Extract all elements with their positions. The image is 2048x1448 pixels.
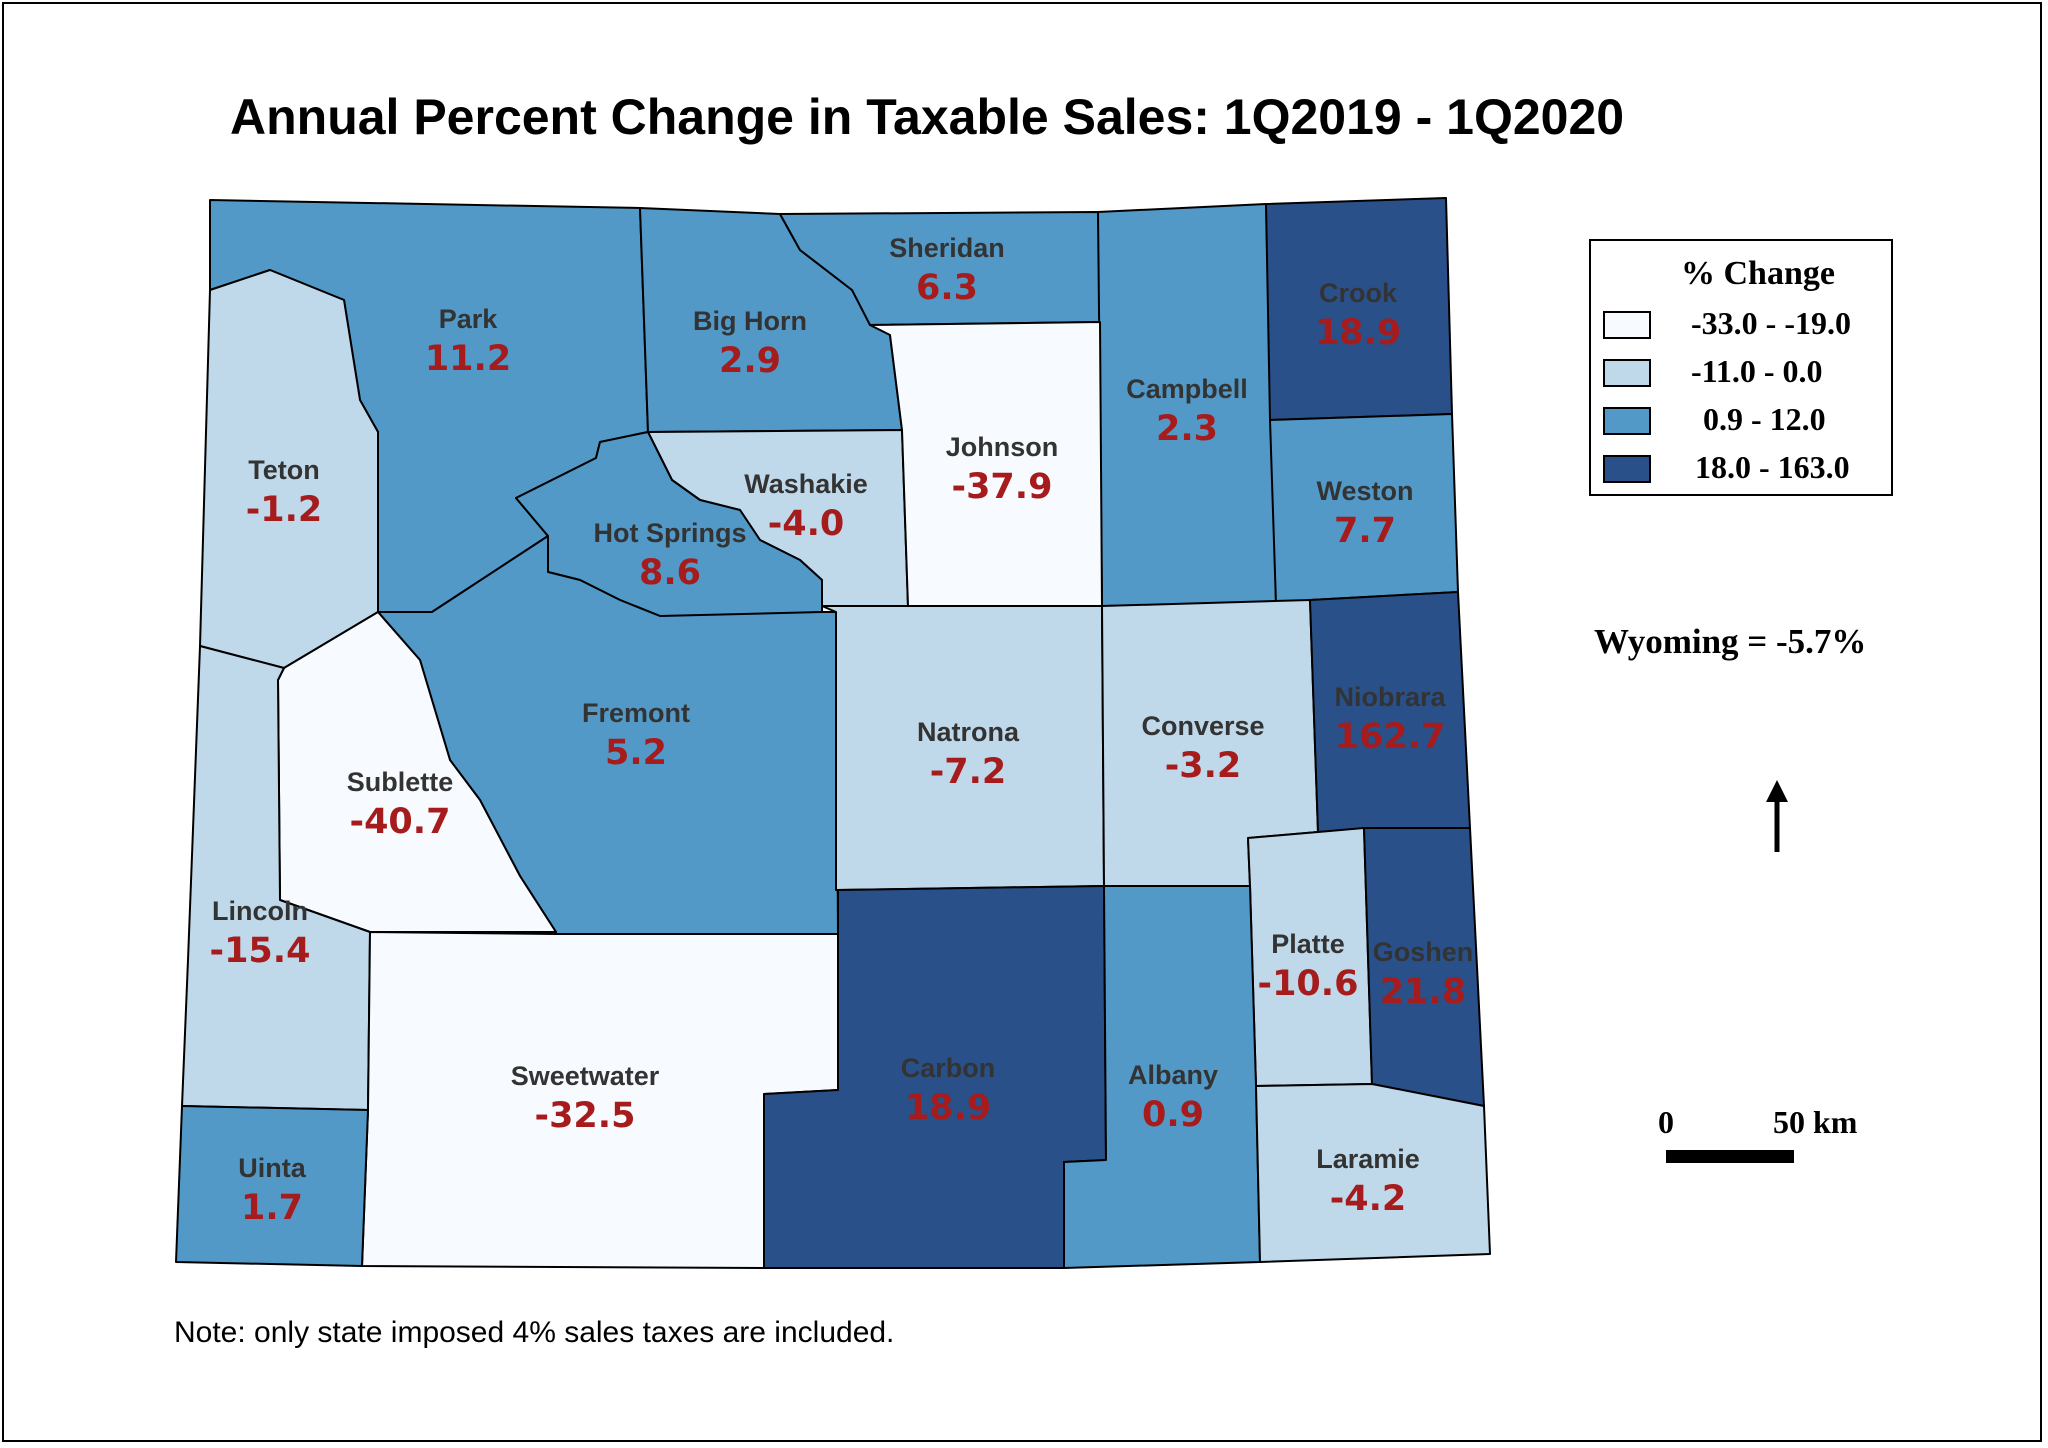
county-value-platte: -10.6 (1258, 964, 1359, 1004)
county-value-carbon: 18.9 (905, 1088, 991, 1128)
county-value-sweetwater: -32.5 (535, 1096, 636, 1136)
county-label-washakie: Washakie (744, 469, 868, 499)
map-title: Annual Percent Change in Taxable Sales: … (230, 89, 1625, 145)
county-label-goshen: Goshen (1373, 937, 1474, 967)
legend-swatch (1603, 407, 1651, 435)
scale-bar-start-label: 0 (1658, 1104, 1674, 1140)
county-value-laramie: -4.2 (1330, 1179, 1407, 1219)
county-value-uinta: 1.7 (241, 1188, 303, 1228)
footnote: Note: only state imposed 4% sales taxes … (174, 1316, 895, 1349)
county-value-natrona: -7.2 (930, 752, 1007, 792)
county-label-converse: Converse (1141, 711, 1264, 741)
county-value-hot-springs: 8.6 (639, 553, 701, 593)
county-label-campbell: Campbell (1126, 374, 1248, 404)
county-goshen[interactable] (1363, 827, 1485, 1107)
county-label-crook: Crook (1319, 278, 1398, 308)
county-label-big-horn: Big Horn (693, 306, 807, 336)
scale-bar (1666, 1150, 1794, 1163)
county-value-niobrara: 162.7 (1335, 717, 1446, 757)
state-total-label: Wyoming = -5.7% (1594, 622, 1867, 661)
legend-label: -11.0 - 0.0 (1691, 353, 1823, 389)
county-value-converse: -3.2 (1165, 746, 1242, 786)
county-value-crook: 18.9 (1315, 313, 1401, 353)
county-weston[interactable] (1269, 413, 1459, 605)
county-natrona[interactable] (821, 605, 1105, 891)
county-label-sweetwater: Sweetwater (511, 1061, 660, 1091)
county-label-sheridan: Sheridan (889, 233, 1005, 263)
scale-bar-end-label: 50 km (1773, 1104, 1858, 1140)
legend-label: -33.0 - -19.0 (1691, 305, 1851, 341)
legend-swatch (1603, 311, 1651, 339)
north-arrow-icon (1766, 780, 1788, 852)
county-label-laramie: Laramie (1316, 1144, 1420, 1174)
legend-swatch (1603, 359, 1651, 387)
county-crook[interactable] (1265, 197, 1453, 421)
county-label-hot-springs: Hot Springs (594, 518, 747, 548)
legend-title: % Change (1681, 255, 1835, 292)
county-value-sublette: -40.7 (350, 802, 451, 842)
county-value-sheridan: 6.3 (916, 268, 978, 308)
county-label-uinta: Uinta (238, 1153, 306, 1183)
county-value-big-horn: 2.9 (719, 341, 781, 381)
legend: % Change -33.0 - -19.0 -11.0 - 0.0 0.9 -… (1589, 239, 1893, 496)
county-value-albany: 0.9 (1142, 1095, 1204, 1135)
county-value-park: 11.2 (425, 339, 511, 379)
county-label-johnson: Johnson (946, 432, 1059, 462)
county-value-fremont: 5.2 (605, 733, 667, 773)
county-albany[interactable] (1063, 885, 1261, 1269)
legend-swatch (1603, 455, 1651, 483)
county-label-albany: Albany (1128, 1060, 1218, 1090)
county-label-niobrara: Niobrara (1334, 682, 1446, 712)
county-niobrara[interactable] (1309, 591, 1471, 833)
county-value-weston: 7.7 (1334, 511, 1396, 551)
county-label-platte: Platte (1271, 929, 1345, 959)
county-campbell[interactable] (1097, 203, 1277, 607)
county-label-carbon: Carbon (901, 1053, 996, 1083)
county-label-sublette: Sublette (347, 767, 454, 797)
county-uinta[interactable] (175, 1105, 369, 1267)
county-laramie[interactable] (1255, 1083, 1491, 1263)
county-label-park: Park (439, 304, 499, 334)
county-value-johnson: -37.9 (952, 467, 1053, 507)
county-label-teton: Teton (248, 455, 319, 485)
county-label-natrona: Natrona (917, 717, 1020, 747)
legend-label: 0.9 - 12.0 (1703, 401, 1826, 437)
county-value-washakie: -4.0 (768, 504, 845, 544)
county-value-campbell: 2.3 (1156, 409, 1218, 449)
county-label-weston: Weston (1316, 476, 1413, 506)
county-value-teton: -1.2 (246, 490, 323, 530)
county-value-goshen: 21.8 (1380, 972, 1466, 1012)
legend-label: 18.0 - 163.0 (1695, 449, 1850, 485)
county-value-lincoln: -15.4 (210, 931, 311, 971)
county-label-lincoln: Lincoln (212, 896, 308, 926)
county-label-fremont: Fremont (582, 698, 690, 728)
